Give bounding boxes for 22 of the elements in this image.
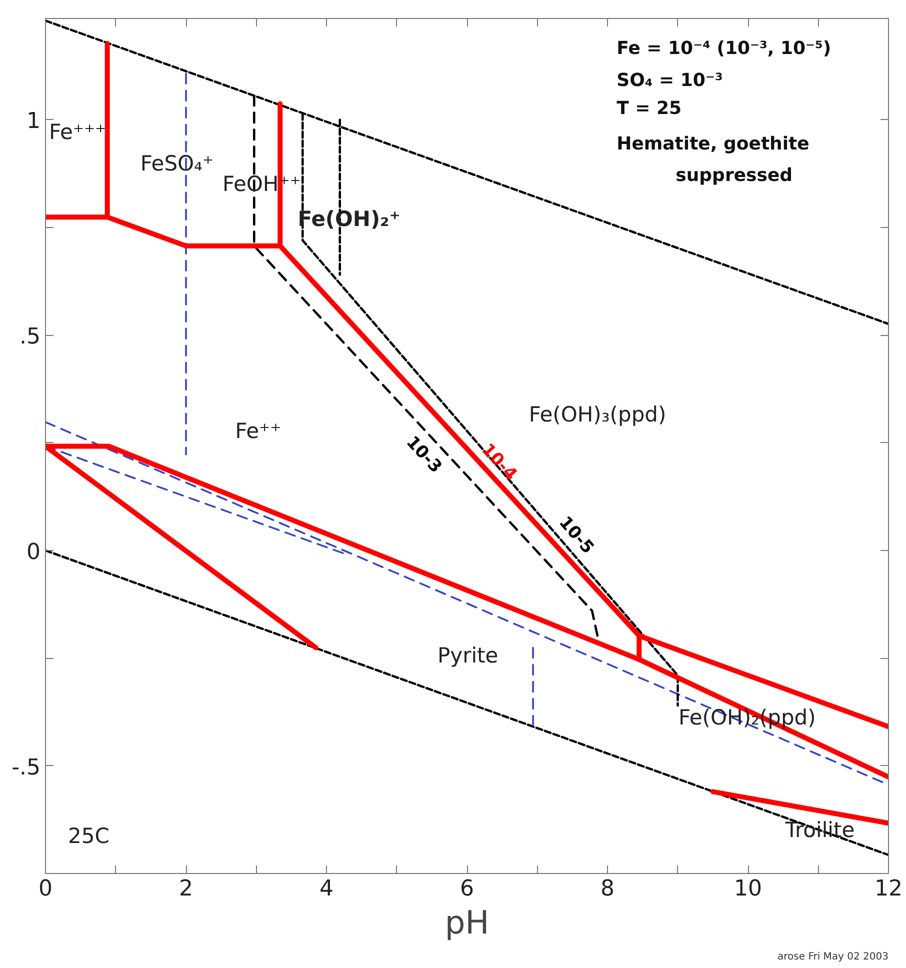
annotation: Fe⁺⁺ — [235, 419, 282, 444]
x-tick-label: 10 — [734, 876, 762, 902]
x-tick-label: 2 — [179, 876, 193, 902]
annotation: suppressed — [676, 165, 793, 186]
annotation: Pyrite — [437, 644, 498, 668]
annotation: SO₄ = 10⁻³ — [616, 70, 723, 92]
annotation: Fe⁺⁺⁺ — [49, 120, 106, 144]
annotation: 25C — [68, 824, 110, 848]
annotation: Fe(OH)₃(ppd) — [528, 402, 666, 426]
y-tick-label: .5 — [20, 324, 41, 350]
annotation: T = 25 — [616, 98, 682, 120]
x-tick-label: 6 — [460, 876, 474, 902]
y-tick-label: 0 — [26, 540, 41, 565]
x-tick-label: 12 — [874, 876, 903, 902]
y-tick-label: -.5 — [12, 755, 41, 780]
annotation: Hematite, goethite — [616, 133, 810, 154]
x-axis-title: pH — [444, 904, 490, 942]
y-tick-label: 1 — [26, 109, 41, 134]
x-tick-label: 8 — [600, 876, 614, 902]
x-tick-label: 4 — [320, 876, 334, 902]
text: arose Fri May 02 2003 — [778, 952, 889, 962]
annotation: Fe = 10⁻⁴ (10⁻³, 10⁻⁵) — [616, 38, 832, 60]
